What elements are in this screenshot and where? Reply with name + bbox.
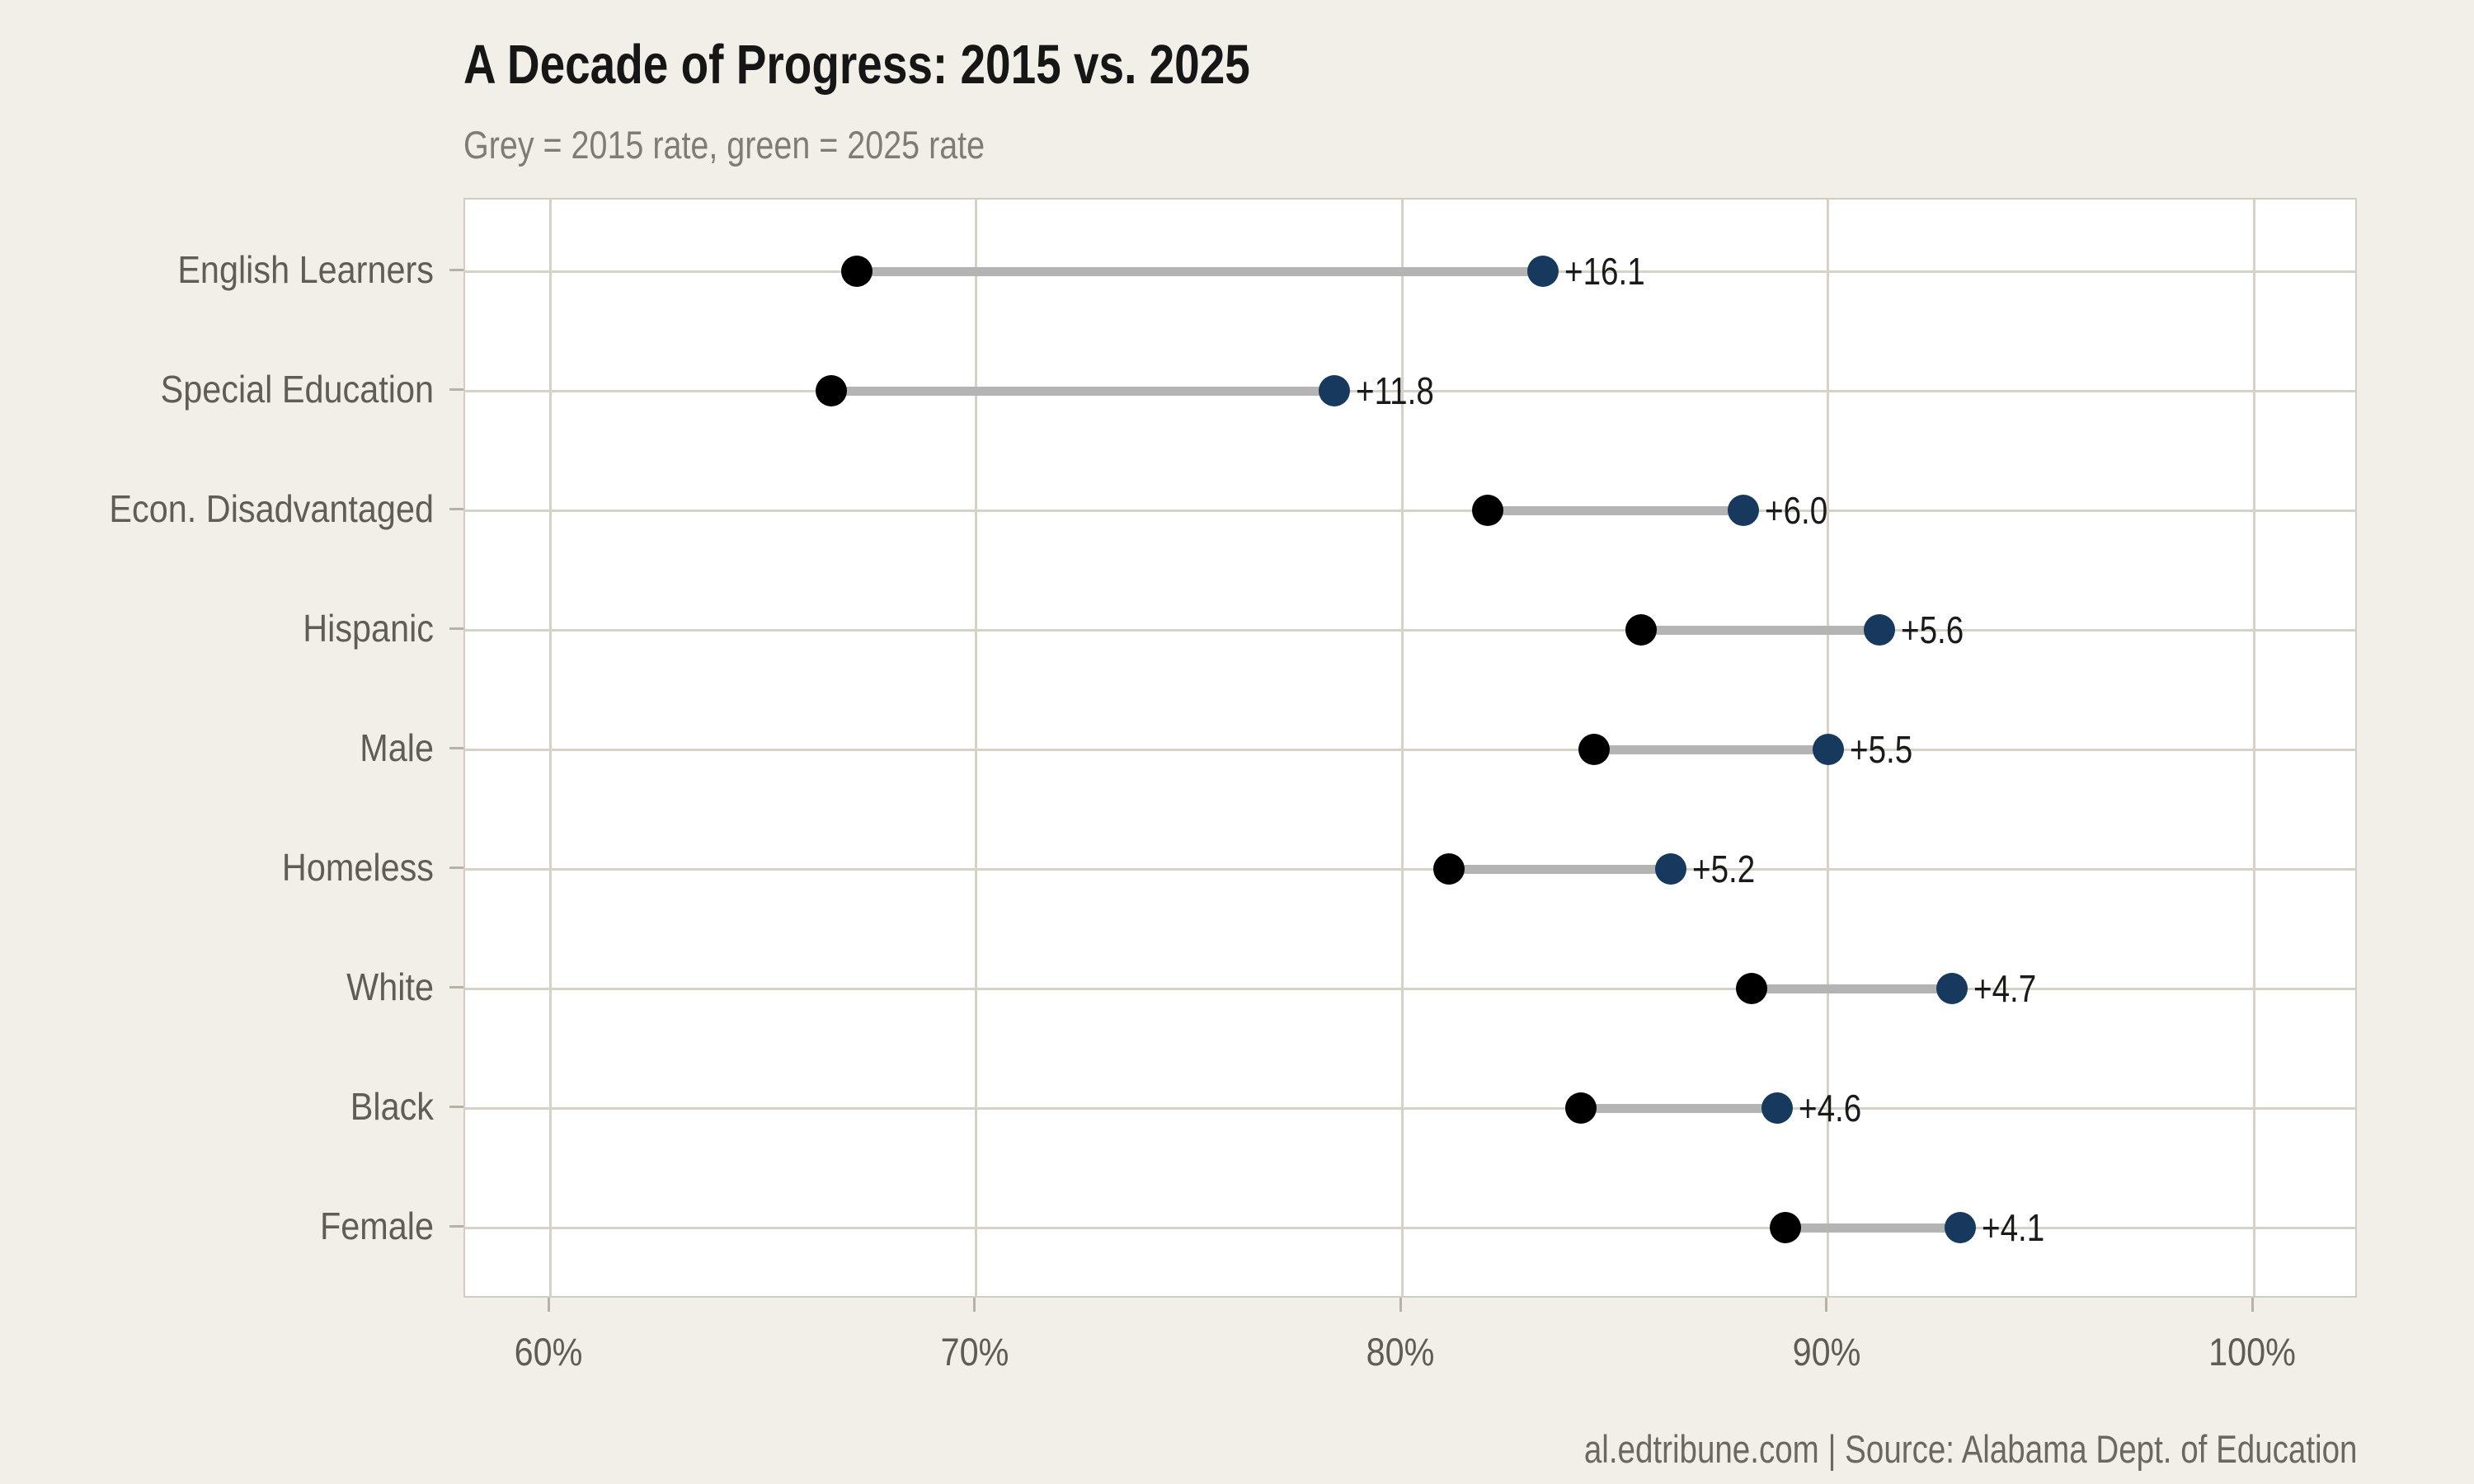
dumbbell-connector <box>1785 1223 1961 1233</box>
y-gridline <box>465 867 2355 871</box>
x-axis-tick <box>547 1298 550 1312</box>
y-axis-tick <box>449 387 463 391</box>
y-axis-tick <box>449 268 463 271</box>
y-axis-tick <box>449 985 463 989</box>
delta-label: +6.0 <box>1764 489 1827 532</box>
delta-label: +4.6 <box>1798 1087 1862 1129</box>
chart-subtitle: Grey = 2015 rate, green = 2025 rate <box>463 123 985 167</box>
dumbbell-connector <box>1487 505 1743 515</box>
x-axis-tick <box>1399 1298 1402 1312</box>
dot-2025 <box>1935 973 1968 1004</box>
y-axis-tick <box>449 1105 463 1108</box>
category-label: Econ. Disadvantaged <box>109 487 434 530</box>
dumbbell-connector <box>1581 1103 1777 1113</box>
y-gridline <box>465 389 2355 392</box>
dumbbell-connector <box>1449 864 1671 874</box>
dumbbell-connector <box>1751 984 1952 993</box>
y-axis-tick <box>449 866 463 869</box>
x-tick-label: 90% <box>1792 1330 1861 1374</box>
dot-2015 <box>1625 614 1657 646</box>
dumbbell-connector <box>1593 744 1828 754</box>
dot-2025 <box>1654 853 1686 885</box>
delta-label: +5.5 <box>1849 728 1913 771</box>
dot-2015 <box>1433 853 1465 885</box>
plot-panel: +16.1 +11.8 +6.0 +5.6 +5.5 +5.2 +4.7 +4.6 +4.1 <box>463 198 2357 1298</box>
delta-label: +4.1 <box>1982 1206 2045 1249</box>
dot-2025 <box>1526 256 1559 287</box>
y-gridline <box>465 509 2355 512</box>
y-gridline <box>465 628 2355 632</box>
category-label: Hispanic <box>303 607 434 650</box>
dot-2015 <box>816 375 848 406</box>
dot-2015 <box>1735 973 1767 1004</box>
x-gridline <box>1400 200 1404 1296</box>
dot-2015 <box>1565 1092 1597 1124</box>
category-label: Special Education <box>160 368 434 411</box>
dumbbell-connector <box>857 266 1543 276</box>
x-axis-tick <box>1825 1298 1828 1312</box>
delta-label: +5.6 <box>1900 608 1964 651</box>
dot-2025 <box>1761 1092 1793 1124</box>
dot-2025 <box>1727 495 1759 526</box>
y-gridline <box>465 987 2355 990</box>
x-tick-label: 70% <box>940 1330 1009 1374</box>
y-gridline <box>465 748 2355 751</box>
x-axis-tick <box>2251 1298 2254 1312</box>
y-axis-tick <box>449 1224 463 1228</box>
dot-2015 <box>1578 734 1610 765</box>
y-axis-tick <box>449 627 463 630</box>
dot-2025 <box>1812 734 1844 765</box>
dot-2025 <box>1863 614 1895 646</box>
x-tick-label: 100% <box>2208 1330 2297 1374</box>
x-gridline <box>548 200 552 1296</box>
dot-2015 <box>841 256 873 287</box>
dot-2025 <box>1945 1212 1977 1243</box>
x-tick-label: 60% <box>514 1330 583 1374</box>
delta-label: +16.1 <box>1564 250 1645 293</box>
dumbbell-connector <box>1640 625 1879 635</box>
delta-label: +5.2 <box>1691 848 1756 890</box>
y-axis-tick <box>449 746 463 749</box>
category-label: Homeless <box>281 846 434 889</box>
dot-2015 <box>1471 495 1503 526</box>
delta-label: +11.8 <box>1355 369 1434 412</box>
y-gridline <box>465 1226 2355 1229</box>
chart-title: A Decade of Progress: 2015 vs. 2025 <box>463 34 1250 96</box>
y-axis-tick <box>449 507 463 510</box>
category-label: English Learners <box>177 248 434 291</box>
category-label: White <box>346 965 434 1008</box>
x-gridline <box>2252 200 2255 1296</box>
delta-label: +4.7 <box>1973 967 2036 1010</box>
dot-2025 <box>1318 375 1350 406</box>
x-axis-tick <box>973 1298 976 1312</box>
category-label: Female <box>319 1205 434 1247</box>
x-tick-label: 80% <box>1366 1330 1435 1374</box>
x-gridline <box>975 200 978 1296</box>
dumbbell-connector <box>831 386 1334 396</box>
category-label: Black <box>350 1085 434 1128</box>
dot-2015 <box>1770 1212 1802 1243</box>
source-caption: al.edtribune.com | Source: Alabama Dept.… <box>1583 1427 2357 1471</box>
category-label: Male <box>360 726 434 769</box>
y-gridline <box>465 1106 2355 1110</box>
